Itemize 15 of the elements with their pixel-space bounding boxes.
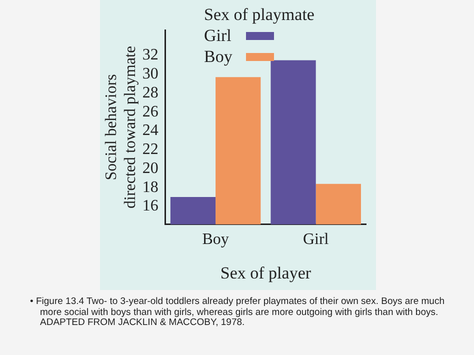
- y-axis-title: Social behaviors directed toward playmate: [102, 46, 140, 208]
- x-axis-title: Sex of player: [220, 263, 312, 282]
- y-tick-label: 32: [142, 46, 158, 64]
- y-tick-label: 16: [142, 198, 158, 215]
- text: • Figure 13.4 Two- to 3-year-old toddlers already prefer playmates of their own sex. Boys are much more social with boys than with girls, whereas girls are more outgoing with girls than with boys. ADAPTED FROM JACKLIN & MACCOBY, 1978.: [30, 296, 446, 328]
- y-tick-label: 28: [142, 84, 158, 102]
- y-tick-label: 30: [142, 66, 158, 83]
- legend-title: Sex of playmate: [204, 4, 314, 25]
- y-tick-label: 20: [142, 160, 158, 177]
- legend-label: Boy: [204, 46, 234, 67]
- y-tick-label: 24: [142, 122, 158, 140]
- legend-label: Girl: [204, 25, 232, 46]
- y-tick-label: 22: [142, 141, 158, 158]
- y-tick-label: 26: [142, 103, 158, 120]
- y-tick-label: 18: [142, 178, 158, 196]
